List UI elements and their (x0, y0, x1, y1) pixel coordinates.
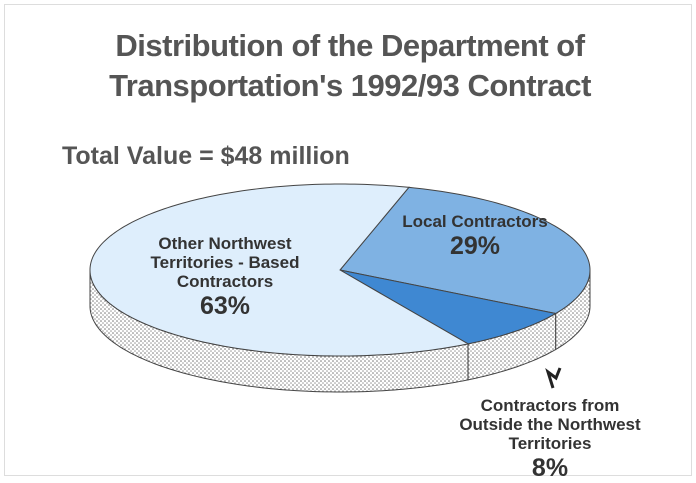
slice-label: Other Northwest Territories - Based Cont… (120, 234, 330, 321)
slice-label: Contractors from Outside the Northwest T… (455, 396, 645, 483)
pointer-arrow (545, 367, 562, 389)
chart-subtitle: Total Value = $48 million (62, 142, 350, 170)
value-label: 8% (531, 454, 569, 482)
pie-slice (339, 269, 558, 345)
value-label: 29% (449, 232, 501, 260)
value-label: 63% (199, 292, 251, 320)
chart-title: Distribution of the Department of Transp… (109, 28, 591, 103)
slice-label: Local Contractors 29% (395, 212, 555, 261)
category-name: Contractors from Outside the Northwest T… (459, 396, 641, 453)
frame (4, 4, 692, 476)
category-name: Other Northwest Territories - Based Cont… (150, 234, 300, 291)
pie-slice (89, 183, 470, 357)
pie-slice (339, 186, 591, 315)
category-name: Local Contractors (402, 212, 548, 231)
